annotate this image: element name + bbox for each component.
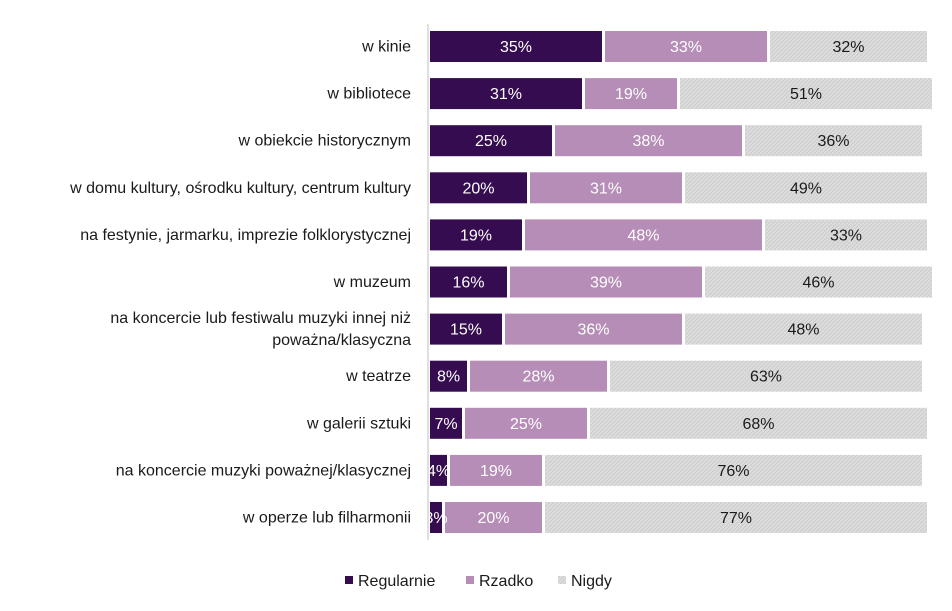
- legend: Regularnie Rzadko Nigdy: [345, 573, 612, 590]
- legend-swatch-regularnie: [345, 576, 353, 584]
- data-label-nigdy: 33%: [830, 227, 862, 244]
- data-label-rzadko: 25%: [510, 416, 542, 433]
- bar-regularnie: [430, 125, 552, 157]
- bar-nigdy: [545, 502, 927, 533]
- category-label-line: w bibliotece: [326, 86, 411, 103]
- data-label-regularnie: 19%: [460, 227, 492, 244]
- bar-regularnie: [430, 360, 467, 392]
- bar-rzadko: [505, 313, 682, 345]
- legend-swatch-rzadko: [466, 576, 474, 584]
- bar-rzadko: [465, 407, 587, 439]
- bar-rzadko: [450, 454, 542, 486]
- category-label-line: poważna/klasyczna: [272, 332, 411, 349]
- bar-nigdy: [765, 219, 927, 251]
- bar-nigdy: [545, 454, 922, 486]
- category-label-line: w muzeum: [333, 274, 411, 291]
- bar-nigdy: [680, 78, 932, 110]
- category-label-line: w domu kultury, ośrodku kultury, centrum…: [69, 180, 411, 197]
- data-label-rzadko: 48%: [627, 227, 659, 244]
- data-label-regularnie: 16%: [452, 275, 484, 292]
- bar-regularnie: [430, 266, 507, 298]
- bar-rzadko: [470, 360, 607, 392]
- bar-nigdy: [685, 172, 927, 204]
- legend-label-regularnie: Regularnie: [358, 573, 435, 590]
- data-label-regularnie: 8%: [437, 369, 460, 386]
- category-label-line: w operze lub filharmonii: [242, 510, 411, 527]
- category-label: w teatrze: [345, 368, 411, 385]
- labels-layer: w kinie 35% 33% 32% w bibliotece 31% 19% 51% w o…: [69, 39, 864, 528]
- data-label-regularnie: 15%: [450, 322, 482, 339]
- data-label-rzadko: 28%: [522, 369, 554, 386]
- data-label-rzadko: 20%: [477, 510, 509, 527]
- bar-rzadko: [605, 31, 767, 62]
- bar-nigdy: [745, 125, 922, 157]
- data-label-nigdy: 46%: [802, 275, 834, 292]
- bar-rzadko: [525, 219, 762, 251]
- category-label-line: w kinie: [361, 39, 411, 56]
- category-label: w bibliotece: [326, 86, 411, 103]
- bar-nigdy: [770, 31, 927, 62]
- category-label-line: na festynie, jarmarku, imprezie folklory…: [80, 227, 411, 244]
- data-label-regularnie: 31%: [490, 86, 522, 103]
- bars-layer: [430, 31, 932, 533]
- legend-label-rzadko: Rzadko: [479, 573, 533, 590]
- bar-rzadko: [530, 172, 682, 204]
- category-label-line: w obiekcie historycznym: [238, 133, 412, 150]
- bar-regularnie: [430, 219, 522, 251]
- category-label: na koncercie muzyki poważnej/klasycznej: [116, 462, 411, 479]
- data-label-rzadko: 31%: [590, 180, 622, 197]
- bar-regularnie: [430, 31, 602, 62]
- data-label-rzadko: 19%: [615, 86, 647, 103]
- data-label-regularnie: 4%: [427, 463, 450, 480]
- data-label-regularnie: 25%: [475, 133, 507, 150]
- category-label: w operze lub filharmonii: [242, 510, 411, 527]
- data-label-rzadko: 19%: [480, 463, 512, 480]
- bar-nigdy: [610, 360, 922, 392]
- bar-rzadko: [555, 125, 742, 157]
- bar-rzadko: [585, 78, 677, 110]
- legend-label-nigdy: Nigdy: [571, 573, 612, 590]
- data-label-regularnie: 7%: [434, 416, 457, 433]
- legend-swatch-nigdy: [558, 576, 566, 584]
- data-label-rzadko: 39%: [590, 275, 622, 292]
- bar-regularnie: [430, 502, 442, 533]
- data-label-nigdy: 68%: [742, 416, 774, 433]
- category-label: na festynie, jarmarku, imprezie folklory…: [80, 227, 411, 244]
- category-label: w muzeum: [333, 274, 411, 291]
- bar-rzadko: [510, 266, 702, 298]
- bar-regularnie: [430, 407, 462, 439]
- data-label-regularnie: 20%: [462, 180, 494, 197]
- category-label: w galerii sztuki: [306, 415, 411, 432]
- data-label-nigdy: 32%: [832, 39, 864, 56]
- bar-regularnie: [430, 313, 502, 345]
- data-label-rzadko: 36%: [577, 322, 609, 339]
- bar-regularnie: [430, 78, 582, 110]
- bar-nigdy: [685, 313, 922, 345]
- data-label-regularnie: 35%: [500, 39, 532, 56]
- data-label-nigdy: 76%: [717, 463, 749, 480]
- data-label-regularnie: 3%: [424, 510, 447, 527]
- data-label-nigdy: 49%: [790, 180, 822, 197]
- bar-nigdy: [705, 266, 932, 298]
- category-label: w obiekcie historycznym: [238, 133, 412, 150]
- category-label: w domu kultury, ośrodku kultury, centrum…: [69, 180, 411, 197]
- bar-regularnie: [430, 172, 527, 204]
- bar-rzadko: [445, 502, 542, 533]
- data-label-nigdy: 48%: [787, 322, 819, 339]
- category-label: na koncercie lub festiwalu muzyki innej …: [110, 310, 411, 349]
- data-label-nigdy: 36%: [817, 133, 849, 150]
- data-label-nigdy: 77%: [720, 510, 752, 527]
- category-label-line: w teatrze: [345, 368, 411, 385]
- data-label-nigdy: 63%: [750, 369, 782, 386]
- category-label-line: na koncercie lub festiwalu muzyki innej …: [110, 310, 411, 327]
- bar-nigdy: [590, 407, 927, 439]
- data-label-rzadko: 38%: [632, 133, 664, 150]
- data-label-rzadko: 33%: [670, 39, 702, 56]
- category-label-line: w galerii sztuki: [306, 415, 411, 432]
- category-label: w kinie: [361, 39, 411, 56]
- category-label-line: na koncercie muzyki poważnej/klasycznej: [116, 462, 411, 479]
- data-label-nigdy: 51%: [790, 86, 822, 103]
- bar-regularnie: [430, 454, 447, 486]
